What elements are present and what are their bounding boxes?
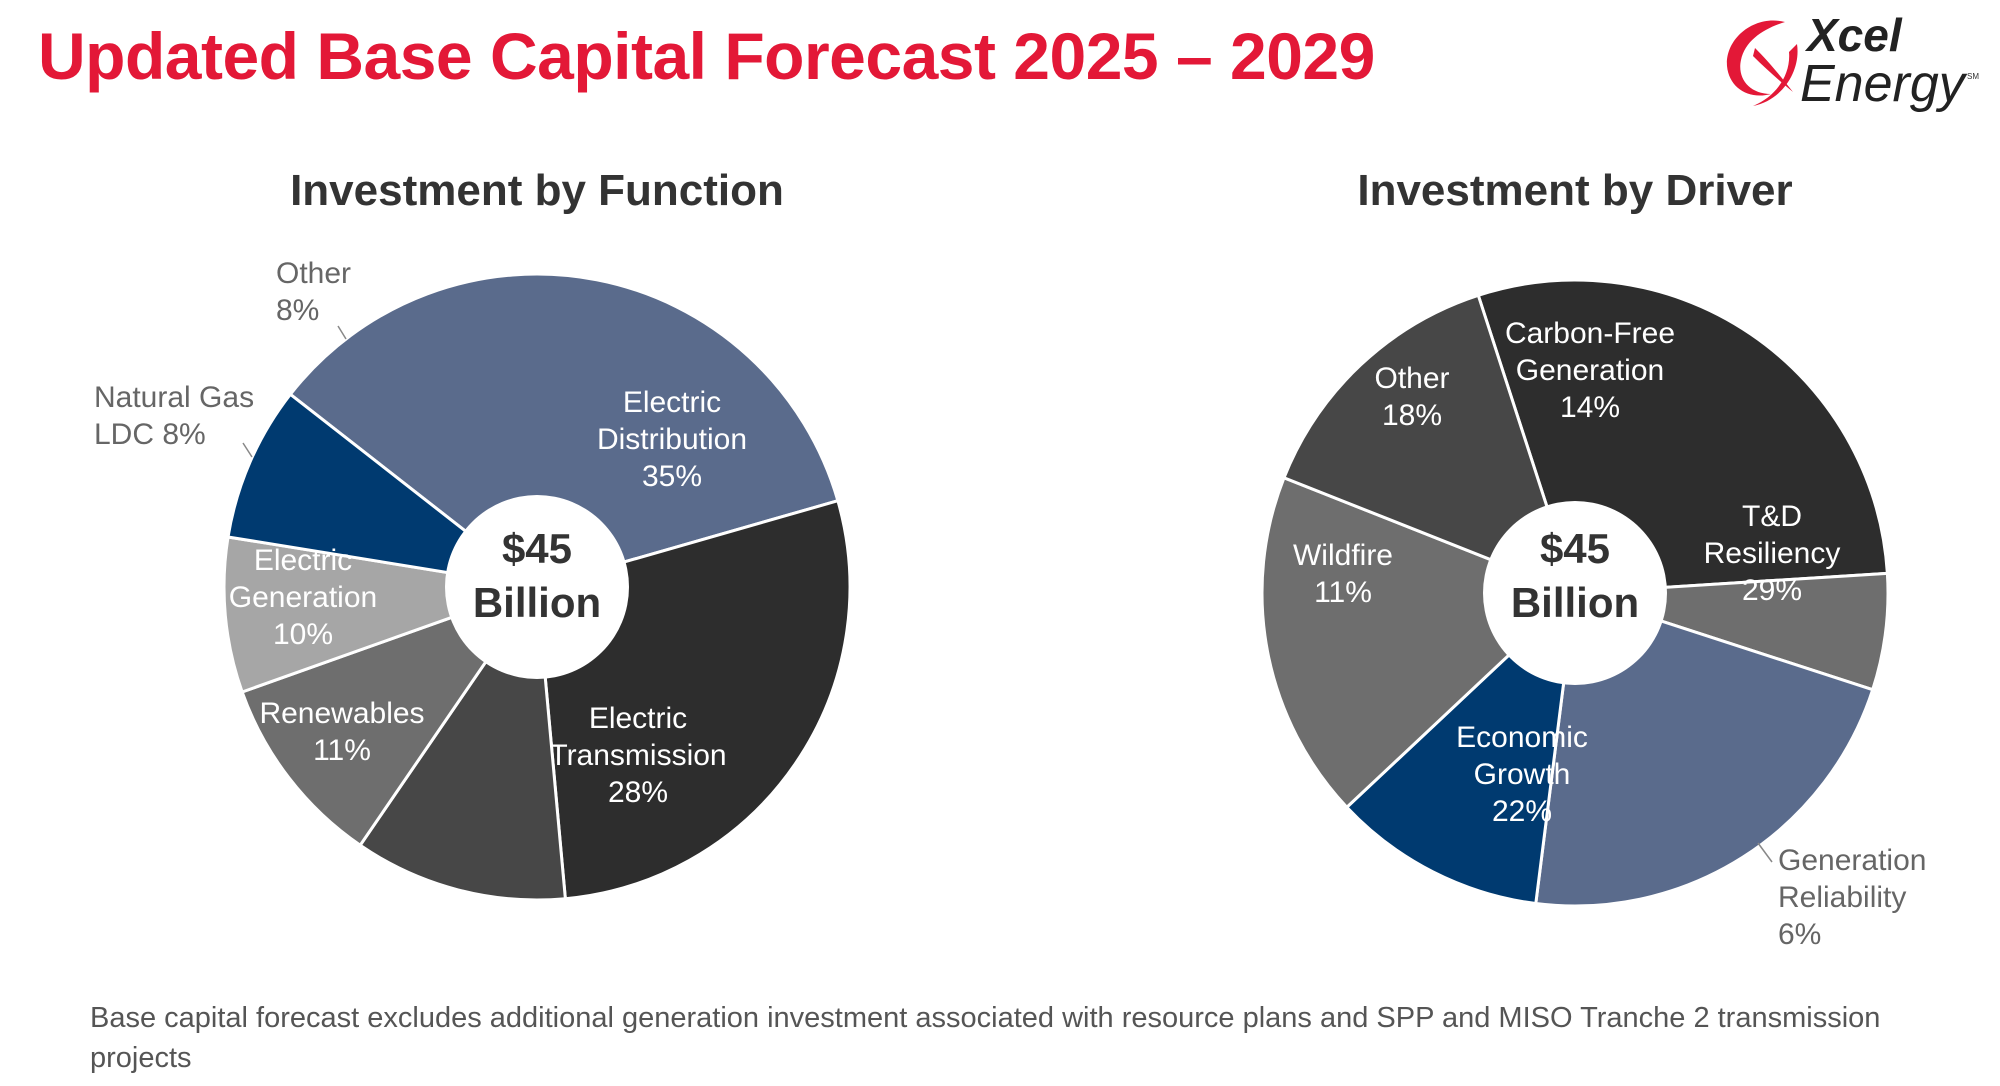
slice-label-other: Other 8% <box>276 257 351 327</box>
slice-label-economic-growth: Economic Growth 22% <box>1456 721 1588 828</box>
pie-chart-2: Investment by Driver $45 Billion T&D Resilie… <box>1260 166 1926 951</box>
chart-title: Investment by Function <box>290 166 784 215</box>
center-unit-label: Billion <box>1511 579 1639 626</box>
charts-area: Investment by Function $45 Billion Electric… <box>94 166 1926 951</box>
slice-label-other: Other 18% <box>1374 362 1449 432</box>
leader-line <box>337 325 347 340</box>
center-amount-label: $45 <box>1540 525 1610 572</box>
footnote: Base capital forecast excludes additiona… <box>90 1002 1881 1074</box>
slice-label-electric-generation: Electric Generation 10% <box>229 544 377 651</box>
slice-label-electric-distribution: Electric Distribution 35% <box>597 386 747 493</box>
slice-label-electric-transmission: Electric Transmission 28% <box>549 702 726 809</box>
pie-chart-1: Investment by Function $45 Billion Electric… <box>94 166 852 902</box>
pie-slice-other <box>1260 475 1578 810</box>
logo-text-energy: Energy <box>1800 55 1965 113</box>
pie-slice-wildfire <box>1344 589 1578 906</box>
slice-label-renewables: Renewables 11% <box>259 697 424 767</box>
leader-line <box>242 442 253 458</box>
center-unit-label: Billion <box>473 579 601 626</box>
xcel-swoosh-icon <box>1726 20 1798 106</box>
pie-slice-electric-distribution <box>288 272 840 589</box>
center-amount-label: $45 <box>502 525 572 572</box>
logo-text-xcel: Xcel <box>1807 9 1902 61</box>
slice-label-carbon-free-generation: Carbon-Free Generation 14% <box>1505 317 1675 424</box>
page-title: Updated Base Capital Forecast 2025 – 202… <box>38 19 1375 93</box>
donut-center <box>445 495 629 679</box>
chart-title: Investment by Driver <box>1357 166 1792 215</box>
logo-service-mark: SM <box>1967 72 1979 81</box>
slice-label-generation-reliability: Generation Reliability 6% <box>1778 844 1926 951</box>
leader-line <box>1757 842 1773 863</box>
charts-svg: Investment by Function $45 Billion Electric… <box>94 166 1926 951</box>
slice-label-natural-gas-ldc: Natural Gas LDC 8% <box>94 381 254 451</box>
slice-label-wildfire: Wildfire 11% <box>1293 539 1393 609</box>
donut-center <box>1483 501 1667 685</box>
pie-slice-electric-generation <box>240 584 541 848</box>
slice-label-t-d-resiliency: T&D Resiliency 29% <box>1704 500 1841 607</box>
pie-slice-carbon-free-generation <box>1282 293 1578 596</box>
xcel-energy-logo: Xcel Energy SM <box>1715 8 1985 118</box>
